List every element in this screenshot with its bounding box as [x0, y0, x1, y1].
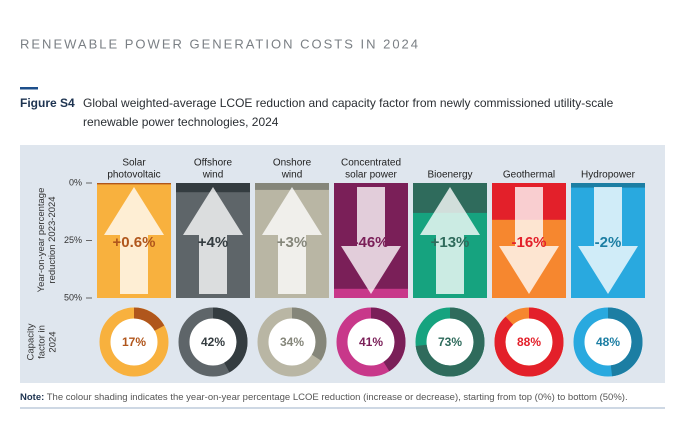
arrow — [420, 187, 480, 294]
lcoe-label: +0.6% — [113, 234, 156, 251]
note: Note: The colour shading indicates the y… — [20, 392, 628, 403]
lcoe-label: +3% — [277, 234, 307, 251]
axis-label: reduction 2023-2024 — [47, 196, 58, 283]
arrow — [499, 187, 559, 294]
capacity-arc — [415, 307, 485, 377]
figure-label: Figure S4 — [20, 96, 75, 110]
capacity-arc — [573, 307, 643, 377]
tech-name: Onshore — [273, 158, 312, 169]
tech-name: Hydropower — [581, 170, 636, 181]
lcoe-label: +4% — [198, 234, 228, 251]
tech-name: Solar — [122, 158, 146, 169]
axis-label: 2024 — [48, 331, 59, 352]
capacity-arc — [257, 307, 327, 377]
tech-name: photovoltaic — [107, 170, 160, 181]
capacity-label: 88% — [517, 335, 541, 349]
accent-line — [20, 87, 38, 90]
tech-name: Bioenergy — [427, 170, 472, 181]
lcoe-label: +13% — [431, 234, 470, 251]
lcoe-label: -2% — [595, 234, 622, 251]
y-tick-label: 50% — [64, 292, 82, 302]
axis-label: factor in — [37, 325, 48, 359]
lcoe-shade — [97, 183, 171, 185]
axis-label: Year-on-year percentage — [36, 188, 47, 293]
capacity-label: 41% — [359, 335, 383, 349]
arrow — [578, 187, 638, 294]
capacity-arc — [178, 307, 248, 377]
capacity-label: 48% — [596, 335, 620, 349]
capacity-label: 34% — [280, 335, 304, 349]
lcoe-label: -16% — [511, 234, 546, 251]
capacity-arc — [336, 307, 406, 377]
capacity-arc — [494, 307, 564, 377]
arrow — [341, 187, 401, 294]
tech-name: solar power — [345, 170, 397, 181]
capacity-label: 42% — [201, 335, 225, 349]
lcoe-label: -46% — [353, 234, 388, 251]
tech-name: Concentrated — [341, 158, 401, 169]
arrow — [183, 187, 243, 294]
y-tick-label: 0% — [69, 177, 82, 187]
lcoe-shade — [255, 183, 329, 190]
y-tick-label: 25% — [64, 235, 82, 245]
tech-name: Geothermal — [503, 170, 555, 181]
arrow — [262, 187, 322, 294]
axis-label: Capacity — [26, 323, 37, 360]
lcoe-shade — [571, 183, 645, 188]
arrow — [104, 187, 164, 294]
capacity-label: 17% — [122, 335, 146, 349]
tech-name: wind — [202, 170, 224, 181]
capacity-label: 73% — [438, 335, 462, 349]
capacity-arc — [99, 307, 169, 377]
caption-line: renewable power technologies, 2024 — [83, 115, 279, 129]
tech-name: wind — [281, 170, 303, 181]
tech-name: Offshore — [194, 158, 233, 169]
header-title: RENEWABLE POWER GENERATION COSTS IN 2024 — [20, 36, 420, 51]
caption-line: Global weighted-average LCOE reduction a… — [83, 96, 614, 110]
